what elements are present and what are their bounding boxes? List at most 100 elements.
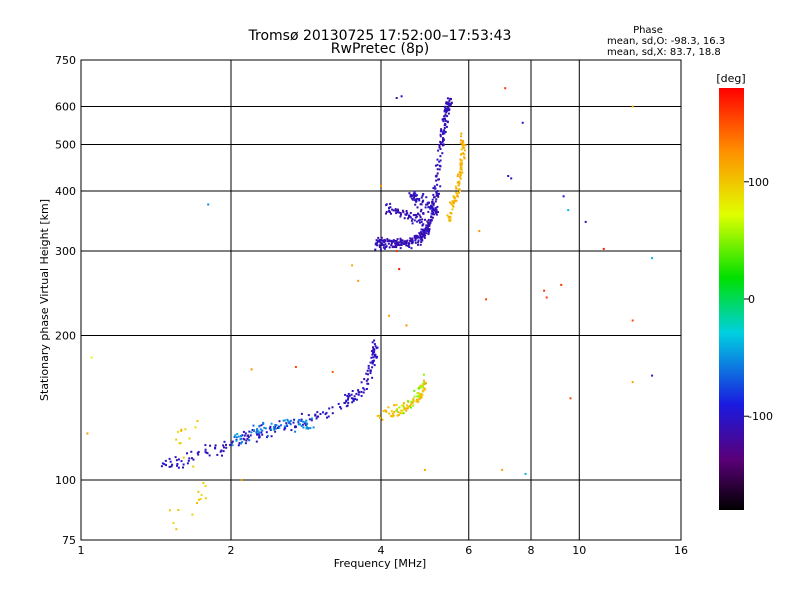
data-point: [177, 509, 180, 511]
data-point: [399, 240, 402, 243]
data-point: [177, 466, 180, 469]
data-point: [435, 190, 438, 193]
data-point: [422, 373, 425, 376]
data-point: [326, 416, 328, 419]
data-point: [339, 406, 342, 408]
data-point: [294, 366, 297, 368]
data-point: [409, 237, 412, 240]
data-point: [631, 381, 634, 384]
data-point: [412, 397, 415, 400]
data-point: [176, 464, 178, 467]
data-point: [419, 243, 422, 246]
data-point: [242, 430, 245, 433]
data-point: [347, 398, 349, 401]
data-point: [436, 158, 439, 161]
data-point: [179, 442, 182, 445]
data-point: [436, 172, 439, 175]
data-point: [410, 247, 413, 250]
data-point: [324, 413, 327, 416]
data-point: [197, 453, 200, 456]
x-tick-label: 10: [572, 544, 586, 557]
data-point: [414, 238, 417, 241]
data-point: [415, 234, 418, 237]
data-point: [449, 201, 451, 204]
data-point: [446, 109, 449, 112]
data-point: [373, 364, 376, 367]
data-point: [436, 190, 439, 193]
data-point: [297, 423, 300, 426]
data-point: [418, 221, 421, 224]
data-point: [400, 409, 403, 412]
data-point: [460, 168, 463, 171]
data-point: [390, 242, 393, 245]
data-point: [419, 386, 421, 389]
data-point: [376, 414, 379, 417]
data-point: [414, 241, 417, 244]
data-point: [426, 227, 429, 230]
data-point: [501, 468, 504, 471]
data-point: [372, 352, 375, 355]
data-point: [371, 366, 374, 369]
data-point: [439, 159, 442, 162]
data-point: [395, 403, 398, 406]
data-point: [370, 350, 373, 353]
data-point: [245, 439, 248, 442]
data-point: [394, 209, 397, 212]
data-point: [421, 224, 424, 227]
data-point: [413, 190, 416, 193]
data-point: [182, 463, 185, 466]
data-point: [411, 222, 414, 225]
data-point: [419, 216, 422, 219]
colorbar-tick-label: 0: [748, 293, 755, 306]
data-point: [347, 392, 350, 395]
data-point: [444, 131, 447, 133]
data-point: [405, 324, 408, 327]
data-point: [416, 398, 418, 401]
data-point: [402, 406, 405, 409]
data-point: [407, 406, 410, 409]
data-point: [365, 372, 368, 375]
data-point: [348, 394, 351, 397]
data-point: [390, 212, 392, 215]
x-tick-label: 8: [528, 544, 535, 557]
data-point: [221, 454, 223, 457]
data-point: [385, 411, 388, 413]
data-point: [273, 428, 276, 431]
data-point: [403, 243, 405, 245]
data-point: [301, 423, 304, 426]
data-point: [410, 400, 413, 403]
data-point: [427, 218, 430, 221]
data-point: [463, 156, 466, 159]
data-point: [308, 418, 311, 421]
data-point: [416, 220, 419, 223]
data-point: [366, 378, 369, 381]
data-point: [272, 426, 275, 428]
data-point: [379, 248, 382, 251]
x-tick-label: 16: [674, 544, 688, 557]
data-point: [422, 234, 425, 237]
data-point: [409, 195, 412, 198]
data-point: [441, 131, 444, 134]
data-point: [398, 244, 401, 247]
data-point: [289, 419, 292, 422]
data-point: [443, 115, 446, 118]
data-point: [428, 206, 431, 209]
data-point: [235, 439, 238, 442]
data-point: [223, 440, 226, 443]
data-point: [399, 239, 402, 242]
colorbar-ticks: 100 0 -100: [744, 176, 773, 423]
data-point: [229, 444, 232, 446]
data-point: [378, 414, 381, 417]
data-point: [274, 424, 277, 426]
x-tick-label: 4: [378, 544, 385, 557]
data-point: [478, 230, 481, 233]
data-point: [169, 460, 172, 463]
data-point: [417, 241, 420, 244]
data-point: [383, 241, 386, 243]
chart-subtitle: RwPretec (8p): [331, 41, 429, 57]
data-point: [457, 184, 460, 187]
data-point: [388, 314, 390, 317]
data-point: [358, 391, 361, 394]
data-point: [186, 462, 189, 465]
data-point: [284, 427, 287, 430]
